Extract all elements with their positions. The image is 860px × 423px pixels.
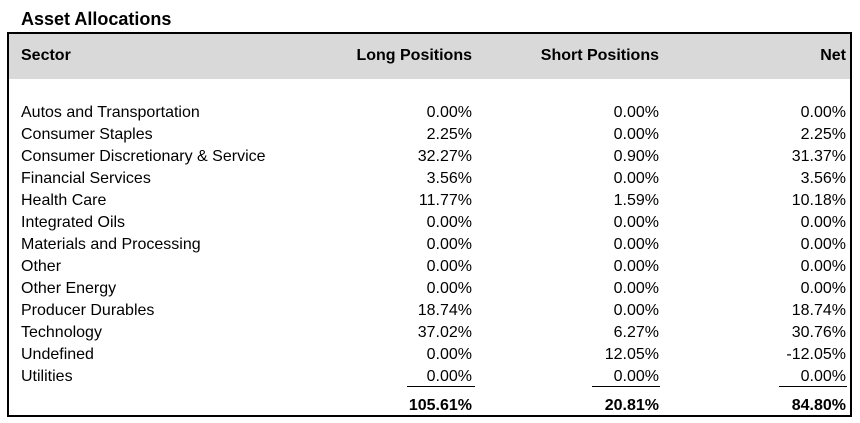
page-title: Asset Allocations (21, 9, 172, 29)
sector-name: Producer Durables (21, 302, 155, 319)
short-value: 0.00% (613, 368, 659, 385)
long-value: 0.00% (426, 280, 472, 297)
column-header-long-positions: Long Positions (356, 47, 472, 64)
table-row: Autos and Transportation 0.00% 0.00% 0.0… (9, 102, 850, 124)
net-value: 0.00% (800, 236, 846, 253)
sector-name: Financial Services (21, 170, 151, 187)
net-value: 2.25% (800, 126, 846, 143)
net-value: 3.56% (800, 170, 846, 187)
sector-name: Utilities (21, 368, 73, 385)
net-value: 18.74% (791, 302, 846, 319)
net-value: 31.37% (791, 148, 846, 165)
allocation-table: Sector Long Positions Short Positions Ne… (7, 32, 852, 417)
sector-name: Other (21, 258, 62, 275)
column-header-net: Net (820, 47, 846, 64)
table-row: Producer Durables 18.74% 0.00% 18.74% (9, 300, 850, 322)
short-value: 0.00% (613, 104, 659, 121)
long-value: 37.02% (417, 324, 472, 341)
table-row: Integrated Oils 0.00% 0.00% 0.00% (9, 212, 850, 234)
net-value: 0.00% (800, 104, 846, 121)
short-value: 0.00% (613, 280, 659, 297)
long-value: 0.00% (426, 104, 472, 121)
net-value: 30.76% (791, 324, 846, 341)
table-row: Materials and Processing 0.00% 0.00% 0.0… (9, 234, 850, 256)
sector-name: Integrated Oils (21, 214, 126, 231)
net-value: 0.00% (800, 280, 846, 297)
column-header-sector: Sector (21, 47, 71, 64)
net-value: -12.05% (786, 346, 846, 363)
table-row: Technology 37.02% 6.27% 30.76% (9, 322, 850, 344)
total-net-value: 84.80% (791, 397, 846, 414)
totals-row: 105.61% 20.81% 84.80% (9, 395, 850, 417)
table-row: Other Energy 0.00% 0.00% 0.00% (9, 278, 850, 300)
table-row: Financial Services 3.56% 0.00% 3.56% (9, 168, 850, 190)
total-divider-long (407, 386, 475, 387)
table-row: Other 0.00% 0.00% 0.00% (9, 256, 850, 278)
total-long-value: 105.61% (408, 397, 472, 414)
column-header-short-positions: Short Positions (540, 47, 659, 64)
total-divider-short (592, 386, 660, 387)
long-value: 11.77% (418, 192, 472, 209)
net-value: 10.18% (791, 192, 846, 209)
total-divider-net (779, 386, 847, 387)
sector-name: Technology (21, 324, 102, 341)
long-value: 0.00% (426, 236, 472, 253)
sector-name: Other Energy (21, 280, 117, 297)
long-value: 2.25% (426, 126, 472, 143)
table-row: Utilities 0.00% 0.00% 0.00% (9, 366, 850, 388)
sector-name: Undefined (21, 346, 94, 363)
short-value: 0.00% (613, 214, 659, 231)
table-row: Consumer Discretionary & Service 32.27% … (9, 146, 850, 168)
sector-name: Health Care (21, 192, 107, 209)
long-value: 0.00% (426, 368, 472, 385)
short-value: 1.59% (613, 192, 659, 209)
long-value: 18.74% (417, 302, 472, 319)
long-value: 3.56% (426, 170, 472, 187)
long-value: 0.00% (426, 214, 472, 231)
net-value: 0.00% (800, 258, 846, 275)
sector-name: Consumer Staples (21, 126, 153, 143)
net-value: 0.00% (800, 214, 846, 231)
short-value: 0.00% (613, 126, 659, 143)
total-short-value: 20.81% (604, 397, 659, 414)
table-header: Sector Long Positions Short Positions Ne… (9, 34, 850, 79)
net-value: 0.00% (800, 368, 846, 385)
sector-name: Materials and Processing (21, 236, 201, 253)
short-value: 6.27% (613, 324, 659, 341)
long-value: 32.27% (417, 148, 472, 165)
table-row: Consumer Staples 2.25% 0.00% 2.25% (9, 124, 850, 146)
short-value: 0.90% (613, 148, 659, 165)
short-value: 12.05% (604, 346, 659, 363)
table-row: Undefined 0.00% 12.05% -12.05% (9, 344, 850, 366)
table-row: Health Care 11.77% 1.59% 10.18% (9, 190, 850, 212)
sector-name: Autos and Transportation (21, 104, 200, 121)
long-value: 0.00% (426, 346, 472, 363)
short-value: 0.00% (613, 236, 659, 253)
long-value: 0.00% (426, 258, 472, 275)
sector-name: Consumer Discretionary & Service (21, 148, 266, 165)
short-value: 0.00% (613, 170, 659, 187)
short-value: 0.00% (613, 258, 659, 275)
short-value: 0.00% (613, 302, 659, 319)
